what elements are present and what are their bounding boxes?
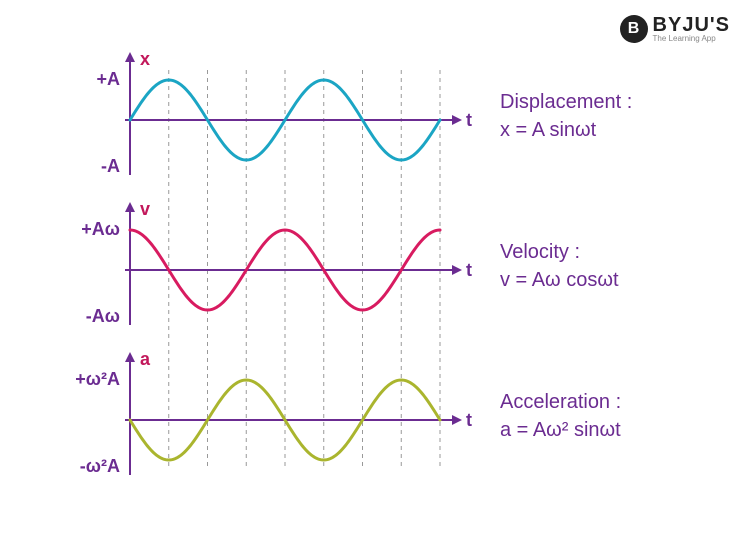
desc-title: Displacement : [500,88,632,116]
logo: B BYJU'S The Learning App [620,15,730,43]
desc-equation: v = Aω cosωt [500,266,619,294]
logo-main: BYJU'S [653,15,730,35]
y-neg-label: -A [101,156,120,176]
chart-description: Displacement :x = A sinωt [500,88,632,144]
var-label: x [140,49,150,69]
desc-title: Velocity : [500,238,619,266]
var-label: a [140,349,151,369]
t-axis-label: t [466,260,472,280]
logo-text: BYJU'S The Learning App [653,15,730,43]
var-label: v [140,199,150,219]
logo-sub: The Learning App [653,35,730,43]
chart-description: Acceleration :a = Aω² sinωt [500,388,621,444]
y-pos-label: +A [96,69,120,89]
desc-title: Acceleration : [500,388,621,416]
y-pos-label: +ω²A [75,369,120,389]
y-pos-label: +Aω [81,219,120,239]
y-neg-label: -Aω [86,306,120,326]
t-axis-label: t [466,110,472,130]
chart-area: xt+A-Avt+Aω-Aωat+ω²A-ω²A Displacement :x… [70,70,690,520]
desc-equation: a = Aω² sinωt [500,416,621,444]
y-neg-label: -ω²A [80,456,120,476]
logo-icon: B [620,15,648,43]
desc-equation: x = A sinωt [500,116,632,144]
t-axis-label: t [466,410,472,430]
chart-description: Velocity :v = Aω cosωt [500,238,619,294]
